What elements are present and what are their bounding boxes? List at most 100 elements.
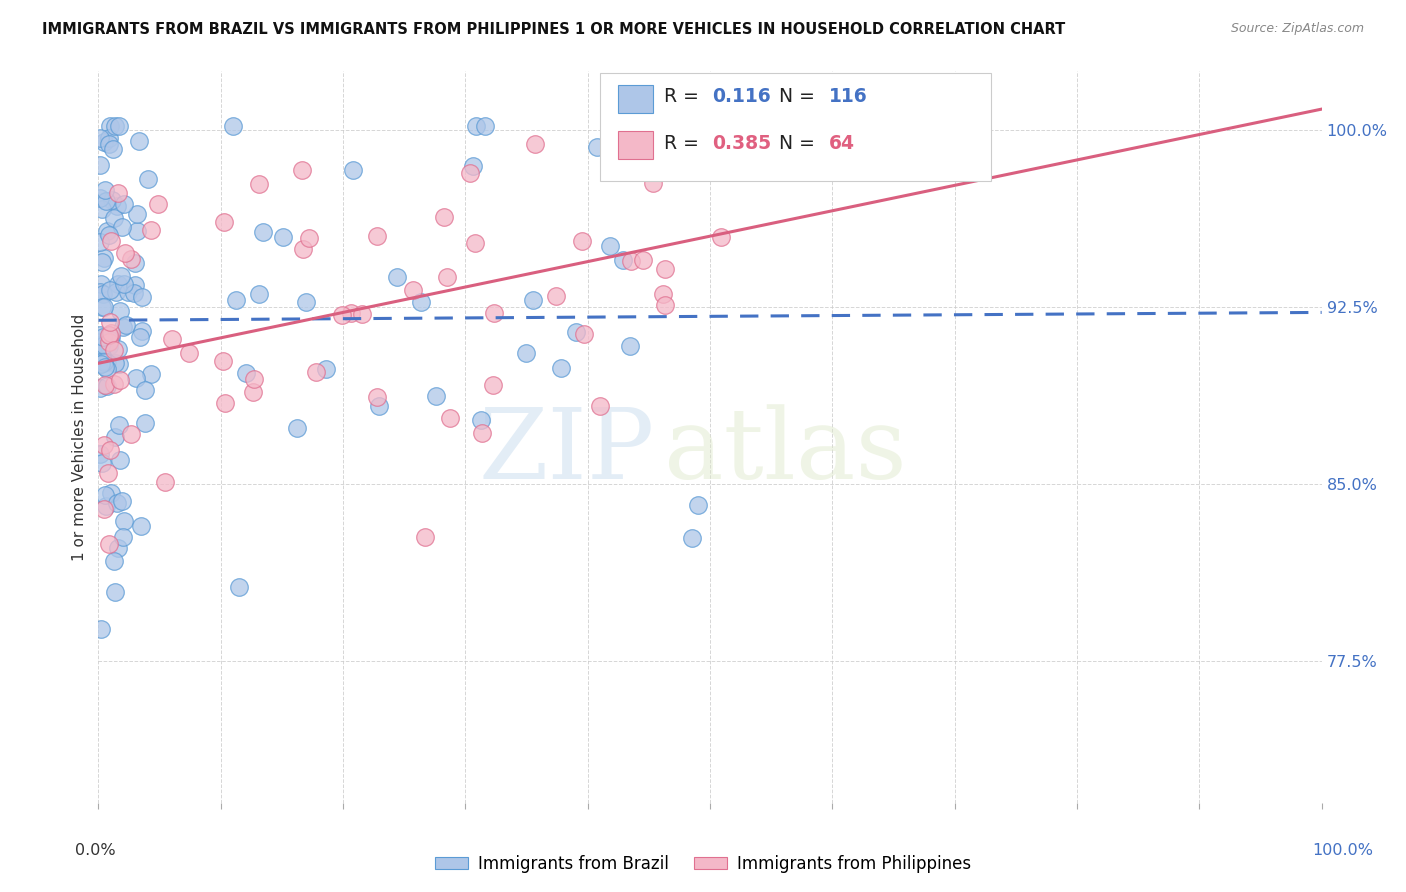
Point <box>228 580 250 594</box>
Point <box>439 411 461 425</box>
Point <box>97 537 120 551</box>
Point <box>110 268 132 283</box>
Point <box>651 287 673 301</box>
Point <box>100 283 122 297</box>
Point <box>153 475 176 489</box>
Point <box>104 585 127 599</box>
Text: IMMIGRANTS FROM BRAZIL VS IMMIGRANTS FROM PHILIPPINES 1 OR MORE VEHICLES IN HOUS: IMMIGRANTS FROM BRAZIL VS IMMIGRANTS FRO… <box>42 22 1066 37</box>
Text: 64: 64 <box>828 135 855 153</box>
Point <box>565 325 588 339</box>
Text: R =: R = <box>664 87 704 106</box>
Point <box>599 239 621 253</box>
Legend: Immigrants from Brazil, Immigrants from Philippines: Immigrants from Brazil, Immigrants from … <box>427 848 979 880</box>
Point <box>586 140 609 154</box>
Point <box>291 162 314 177</box>
Point <box>103 211 125 226</box>
Point <box>115 318 138 332</box>
Point <box>97 137 120 152</box>
Point <box>124 256 146 270</box>
Point <box>366 228 388 243</box>
Point <box>111 494 134 508</box>
Point <box>91 330 114 344</box>
Point <box>122 286 145 301</box>
Point <box>96 378 118 392</box>
Point <box>134 383 156 397</box>
Point <box>124 277 146 292</box>
Point <box>89 191 111 205</box>
Point <box>136 172 159 186</box>
Point <box>107 541 129 555</box>
Point <box>402 284 425 298</box>
Point <box>212 353 235 368</box>
Point <box>654 298 676 312</box>
Point <box>252 225 274 239</box>
Point <box>108 304 131 318</box>
Point <box>90 622 112 636</box>
Point <box>425 389 447 403</box>
Point <box>139 222 162 236</box>
Point <box>93 287 115 301</box>
Point <box>90 202 112 216</box>
Point <box>482 306 505 320</box>
Point <box>688 498 710 512</box>
Point <box>107 277 129 291</box>
Point <box>108 418 131 433</box>
Point <box>103 343 125 357</box>
Text: ZIP: ZIP <box>478 404 655 500</box>
Point <box>243 372 266 386</box>
Point <box>366 390 388 404</box>
Point <box>101 142 124 156</box>
Point <box>90 300 112 314</box>
Point <box>131 324 153 338</box>
Point <box>101 193 124 207</box>
Point <box>179 346 201 360</box>
Text: atlas: atlas <box>664 404 907 500</box>
Point <box>98 442 121 457</box>
Point <box>212 215 235 229</box>
Point <box>107 342 129 356</box>
Point <box>93 300 115 314</box>
Point <box>522 293 544 307</box>
Point <box>413 530 436 544</box>
Point <box>465 119 488 133</box>
Point <box>93 355 115 369</box>
Point <box>125 207 148 221</box>
Point <box>97 334 120 349</box>
Point <box>128 134 150 148</box>
Point <box>111 220 134 235</box>
Point <box>120 426 142 441</box>
Point <box>91 456 114 470</box>
Point <box>222 119 245 133</box>
Point <box>98 328 121 343</box>
Point <box>756 119 779 133</box>
Point <box>93 183 115 197</box>
Point <box>654 262 676 277</box>
Point <box>550 361 572 376</box>
Point <box>107 186 129 200</box>
Point <box>93 337 115 351</box>
Point <box>89 285 111 299</box>
Point <box>96 362 118 376</box>
Point <box>108 453 131 467</box>
Point <box>104 356 127 370</box>
Point <box>100 330 122 344</box>
Text: 116: 116 <box>828 87 868 106</box>
Point <box>97 339 120 353</box>
Point <box>94 378 117 392</box>
Point <box>134 416 156 430</box>
Text: N =: N = <box>779 135 821 153</box>
Point <box>125 370 148 384</box>
Point <box>105 285 128 299</box>
Point <box>111 530 134 544</box>
Point <box>247 177 270 191</box>
Point <box>100 333 122 347</box>
Point <box>458 166 481 180</box>
Point <box>96 499 118 513</box>
Point <box>470 413 492 427</box>
Point <box>108 373 131 387</box>
Point <box>332 308 354 322</box>
Point <box>294 295 316 310</box>
Point <box>481 378 503 392</box>
Point <box>436 270 458 285</box>
Point <box>120 252 142 266</box>
